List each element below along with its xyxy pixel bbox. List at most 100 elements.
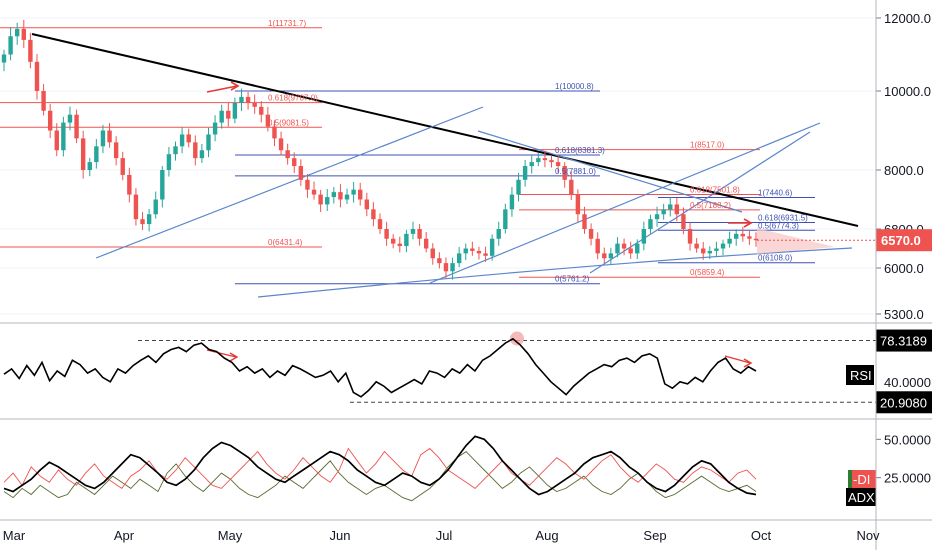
trend-lines — [31, 33, 859, 298]
candle-body — [120, 158, 125, 175]
fib-level-label: 0.618(9707.0) — [268, 94, 318, 103]
candle-body — [377, 219, 383, 229]
candle-body — [536, 158, 541, 163]
fib-level-label: 1(10000.8) — [555, 82, 594, 91]
candle-body — [734, 233, 739, 239]
price-tick-label: 8000.0 — [884, 163, 924, 178]
fib-level-label: 1(7440.6) — [758, 189, 793, 198]
candle-body — [740, 233, 746, 237]
candle-body — [160, 170, 165, 200]
adx-pane[interactable]: 50.0000 25.0000 -DI ADX — [3, 432, 931, 506]
candle-body — [635, 243, 640, 254]
fib-level-label: 1(8517.0) — [690, 141, 725, 150]
time-axis-label: Nov — [856, 528, 880, 543]
adx-series-di — [3, 447, 757, 490]
candle-body — [575, 194, 581, 215]
fib-level-label: 0.5(9081.5) — [268, 118, 309, 127]
candle-body — [140, 219, 145, 225]
candle-body — [100, 130, 106, 147]
rsi-pane[interactable]: 78.3189 20.9080 40.0000 RSI — [3, 329, 932, 414]
candle-body — [628, 248, 633, 254]
candle-body — [54, 130, 59, 151]
candle-body — [226, 110, 231, 119]
rsi-lower-label: 20.9080 — [880, 395, 927, 410]
channel-line-upper — [429, 122, 821, 284]
candle-body — [668, 204, 673, 210]
candle-body — [674, 204, 680, 215]
candle-body — [8, 36, 13, 55]
candle-body — [331, 192, 337, 198]
candle-body — [239, 96, 244, 103]
time-axis-label: Jun — [330, 528, 351, 543]
projection-triangle — [757, 228, 835, 254]
price-pane[interactable]: 1(11731.7) 0.618(9707.0) 0.5(9081.5) 0(6431… — [0, 11, 932, 322]
rsi-arrow-head — [229, 352, 239, 362]
adx-legend-adx: ADX — [848, 490, 875, 505]
candle-body — [259, 106, 264, 115]
candle-body — [727, 238, 732, 244]
candle-body — [153, 199, 158, 215]
time-axis-label: Sep — [643, 528, 666, 543]
candle-body — [509, 194, 515, 210]
candle-body — [641, 229, 647, 244]
candle-body — [496, 229, 501, 239]
price-tick-label: 5300.0 — [884, 307, 924, 322]
candle-body — [753, 238, 759, 241]
rsi-title: RSI — [850, 368, 872, 383]
rsi-title-badge — [846, 365, 874, 385]
candle-body — [470, 248, 475, 251]
candle-body — [549, 160, 554, 163]
fib-level-label: 0.5(7188.2) — [690, 201, 731, 210]
time-axis-labels: Mar Apr May Jun Jul Aug Sep Oct Nov — [3, 528, 880, 543]
candle-body — [694, 243, 699, 249]
fib-level-label: 0.618(8381.3) — [555, 146, 605, 155]
rsi-lower-badge — [876, 391, 932, 414]
candle-body — [179, 134, 185, 147]
candle-body — [582, 214, 587, 229]
candle-body — [265, 114, 271, 127]
arrow-annotation-head — [743, 218, 753, 228]
candle-body — [351, 189, 356, 195]
candle-body — [588, 229, 594, 239]
candle-body — [47, 110, 53, 131]
fibonacci-labels: 1(11731.7) 0.618(9707.0) 0.5(9081.5) 0(6431… — [268, 19, 808, 284]
candle-body — [186, 134, 191, 143]
candle-body — [687, 229, 693, 244]
price-tick-label: 12000.0 — [884, 11, 931, 26]
candle-body — [516, 179, 521, 195]
candle-body — [621, 243, 627, 249]
candle-body — [489, 238, 495, 256]
candle-body — [14, 28, 20, 37]
rsi-highlight-circle — [510, 331, 524, 346]
candle-body — [615, 243, 620, 254]
time-axis-label: Jul — [436, 528, 453, 543]
candle-body — [707, 250, 713, 254]
candle-body — [245, 96, 251, 103]
time-axis-label: Oct — [751, 528, 772, 543]
rsi-line — [3, 337, 757, 398]
candle-body — [325, 197, 330, 205]
adx-series-adx — [3, 435, 757, 496]
candlesticks — [1, 19, 759, 280]
adx-legend-badge-pdi — [848, 470, 852, 488]
adx-lines — [3, 435, 757, 502]
candle-body — [456, 253, 462, 264]
candle-body — [252, 102, 257, 107]
candle-body — [595, 238, 600, 254]
rsi-arrow — [206, 349, 237, 358]
candle-body — [423, 238, 429, 249]
fib-level-label: 1(11731.7) — [268, 19, 306, 28]
fib-level-label: 0(5859.4) — [690, 268, 725, 277]
ascending-trendline — [95, 106, 484, 259]
time-axis-label: Apr — [114, 528, 135, 543]
fib-level-label: 0.5(7881.0) — [555, 167, 596, 176]
rsi-upper-label: 78.3189 — [880, 334, 927, 349]
candle-body — [569, 179, 574, 195]
price-grid — [0, 17, 876, 315]
candle-body — [41, 91, 46, 111]
fib-level-label: 0(6431.4) — [268, 238, 303, 247]
candle-body — [371, 209, 376, 220]
